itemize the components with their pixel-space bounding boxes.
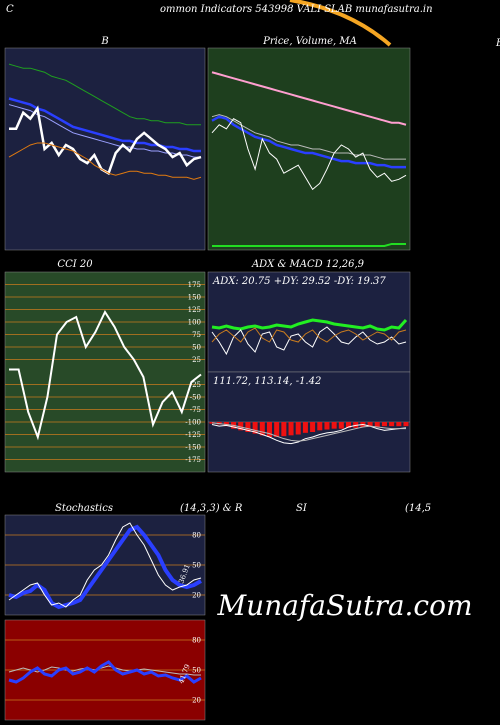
y-tick-label: 80	[192, 532, 201, 540]
series-line	[8, 97, 201, 153]
histogram-bar	[259, 422, 265, 436]
panel-title: ADX & MACD 12,26,9	[251, 259, 365, 270]
panel	[4, 47, 206, 251]
histogram-bar	[403, 422, 409, 427]
histogram-bar	[338, 422, 344, 429]
y-tick-label: -50	[190, 394, 201, 402]
histogram-bar	[346, 422, 352, 428]
series-line	[8, 660, 202, 684]
histogram-bar	[367, 422, 373, 427]
series-line	[211, 118, 407, 191]
overlay-curve	[289, 0, 392, 47]
series-line	[211, 422, 406, 442]
histogram-bar	[266, 422, 272, 437]
stoch-header: SI	[296, 503, 308, 514]
panel-title: B	[100, 36, 108, 47]
y-tick-label: 80	[192, 637, 201, 645]
series-line	[8, 524, 202, 610]
panel-title: CCI 20	[57, 259, 93, 270]
histogram-bar	[302, 422, 308, 433]
y-tick-label: -75	[190, 406, 201, 414]
y-tick-label: 50	[192, 667, 201, 675]
y-tick-label: -100	[185, 419, 201, 427]
histogram-bar	[396, 422, 402, 427]
series-line	[8, 522, 202, 608]
series-line	[9, 309, 202, 441]
stoch-header: (14,5	[405, 503, 431, 514]
histogram-bar	[252, 422, 258, 434]
y-tick-label: 175	[188, 281, 201, 289]
y-tick-label: -25	[190, 381, 201, 389]
y-tick-label: 20	[192, 697, 201, 705]
histogram-bar	[288, 422, 294, 436]
y-tick-label: 150	[188, 294, 201, 302]
y-tick-label: 75	[192, 331, 201, 339]
histogram-bar	[245, 422, 251, 432]
histogram-bar	[381, 422, 387, 427]
histogram-bar	[295, 422, 301, 435]
histogram-bar	[324, 422, 330, 430]
panel-label: ADX: 20.75 +DY: 29.52 -DY: 19.37	[212, 276, 386, 287]
y-tick-label: 50	[192, 344, 201, 352]
y-tick-label: 100	[188, 319, 201, 327]
right-label: B	[495, 38, 500, 49]
panel-label: 111.72, 113.14, -1.42	[213, 376, 321, 387]
histogram-bar	[238, 422, 244, 431]
histogram-bar	[374, 422, 380, 427]
series-line	[211, 327, 407, 343]
series-line	[8, 63, 201, 126]
series-line	[211, 114, 406, 160]
series-line	[212, 242, 406, 247]
y-tick-label: -150	[185, 444, 201, 452]
histogram-bar	[310, 422, 316, 432]
histogram-bar	[331, 422, 337, 429]
y-tick-label: 125	[188, 306, 201, 314]
histogram-bar	[317, 422, 323, 431]
panel-title: Price, Volume, MA	[262, 36, 357, 47]
histogram-bar	[209, 422, 215, 424]
series-line	[211, 115, 406, 169]
stoch-header: Stochastics	[55, 503, 113, 514]
watermark: MunafaSutra.com	[216, 589, 472, 622]
y-tick-label: 20	[192, 592, 201, 600]
y-tick-label: -175	[185, 456, 201, 464]
series-line	[8, 142, 202, 180]
y-tick-label: 25	[192, 356, 201, 364]
y-tick-label: 50	[192, 562, 201, 570]
corner-label: C	[6, 4, 14, 15]
panel	[207, 47, 411, 251]
y-tick-label: -125	[185, 431, 201, 439]
series-line	[211, 71, 407, 126]
page-title: ommon Indicators 543998 VALI SLAB munafa…	[160, 4, 433, 15]
series-line	[211, 423, 407, 445]
series-line	[211, 318, 408, 332]
histogram-bar	[274, 422, 280, 437]
histogram-bar	[281, 422, 287, 437]
histogram-bar	[389, 422, 395, 427]
stoch-header: (14,3,3) & R	[180, 503, 243, 514]
panel	[4, 271, 206, 473]
